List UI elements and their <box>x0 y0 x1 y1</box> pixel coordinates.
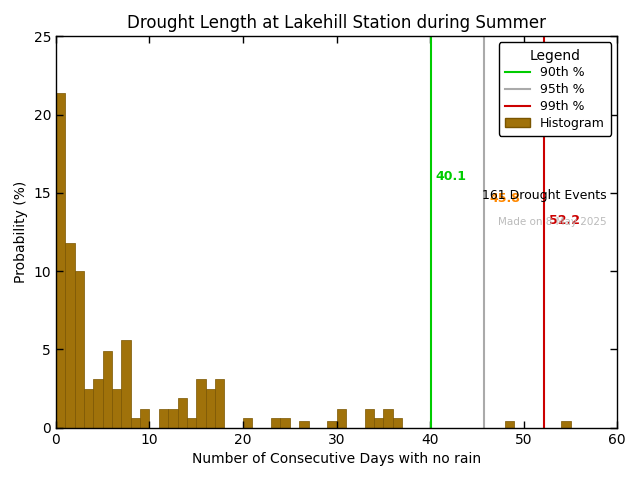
Text: 40.1: 40.1 <box>436 170 467 183</box>
Bar <box>365 409 374 428</box>
Text: 161 Drought Events: 161 Drought Events <box>481 189 606 202</box>
Bar <box>393 418 402 428</box>
Bar <box>383 409 393 428</box>
X-axis label: Number of Consecutive Days with no rain: Number of Consecutive Days with no rain <box>192 452 481 466</box>
Bar <box>168 409 177 428</box>
Bar <box>337 409 346 428</box>
Bar <box>159 409 168 428</box>
Bar <box>65 243 75 428</box>
Bar <box>196 379 205 428</box>
Text: 52.2: 52.2 <box>549 214 580 227</box>
Text: Made on 8 May 2025: Made on 8 May 2025 <box>497 217 606 227</box>
Bar <box>140 409 150 428</box>
Bar <box>93 379 102 428</box>
Bar <box>56 93 65 428</box>
Bar <box>84 388 93 428</box>
Bar <box>243 418 252 428</box>
Bar <box>177 398 187 428</box>
Bar <box>271 418 280 428</box>
Bar <box>215 379 225 428</box>
Bar <box>131 418 140 428</box>
Title: Drought Length at Lakehill Station during Summer: Drought Length at Lakehill Station durin… <box>127 14 546 32</box>
Bar <box>280 418 290 428</box>
Bar <box>505 421 515 428</box>
Bar <box>102 351 112 428</box>
Bar <box>205 388 215 428</box>
Bar <box>374 418 383 428</box>
Text: 45.8: 45.8 <box>489 192 520 205</box>
Y-axis label: Probability (%): Probability (%) <box>14 181 28 283</box>
Legend: 90th %, 95th %, 99th %, Histogram: 90th %, 95th %, 99th %, Histogram <box>499 42 611 136</box>
Bar <box>75 271 84 428</box>
Bar <box>561 421 570 428</box>
Bar <box>112 388 122 428</box>
Bar <box>187 418 196 428</box>
Bar <box>122 340 131 428</box>
Bar <box>299 421 308 428</box>
Bar <box>327 421 337 428</box>
